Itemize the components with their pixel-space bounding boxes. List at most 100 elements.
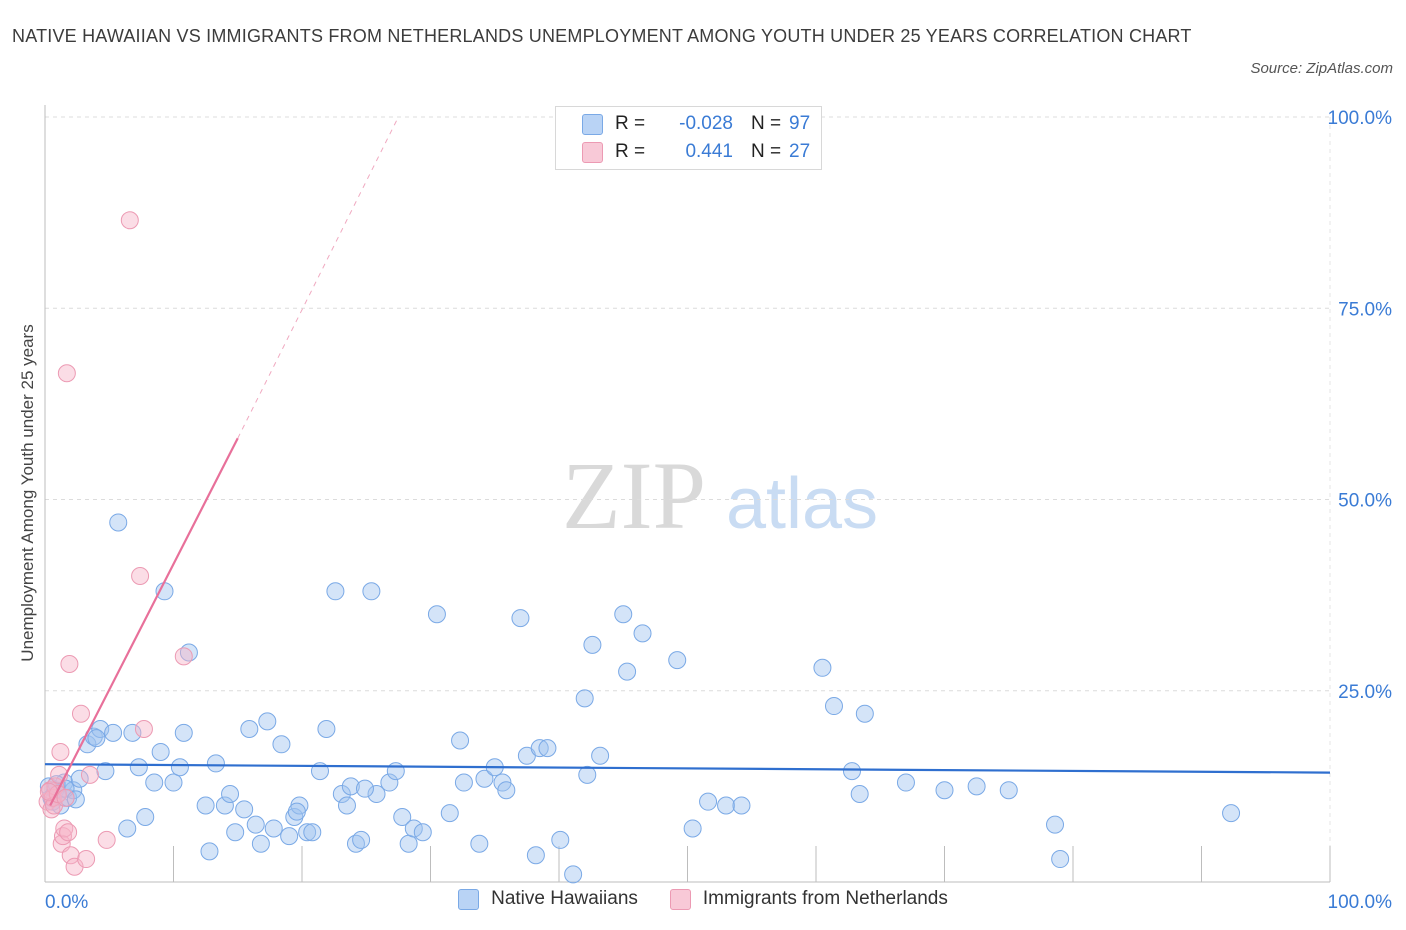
data-point-native-hawaiian [285, 807, 304, 826]
data-point-native-hawaiian [251, 834, 270, 853]
data-point-native-hawaiian [813, 658, 832, 677]
data-point-native-hawaiian [272, 735, 291, 754]
data-point-native-hawaiian [341, 777, 360, 796]
data-point-native-hawaiian [174, 723, 193, 742]
data-point-native-hawaiian [440, 804, 459, 823]
data-point-native-hawaiian [699, 792, 718, 811]
data-point-native-hawaiian [337, 796, 356, 815]
data-point-native-hawaiian [732, 796, 751, 815]
data-point-native-hawaiian [578, 765, 597, 784]
data-point-native-hawaiian [564, 865, 583, 884]
data-point-native-hawaiian [235, 800, 254, 819]
legend-swatch-pink [669, 888, 691, 910]
data-point-native-hawaiian [70, 769, 89, 788]
data-point-netherlands [97, 830, 116, 849]
data-point-netherlands [61, 846, 80, 865]
data-point-native-hawaiian [264, 819, 283, 838]
y-tick-label: 50.0% [1338, 491, 1392, 512]
data-point-native-hawaiian [475, 769, 494, 788]
data-point-native-hawaiian [454, 773, 473, 792]
data-point-native-hawaiian [317, 720, 336, 738]
data-point-native-hawaiian [717, 796, 736, 815]
data-point-native-hawaiian [551, 830, 570, 849]
trend-line-netherlands-extension [237, 116, 399, 439]
legend-label: Immigrants from Netherlands [702, 888, 948, 909]
trend-line-netherlands [49, 437, 239, 807]
legend-item-native-hawaiians[interactable]: Native Hawaiians [458, 888, 638, 910]
data-point-native-hawaiian [298, 823, 317, 842]
data-point-native-hawaiian [164, 773, 183, 792]
data-point-native-hawaiian [824, 697, 843, 716]
data-point-native-hawaiian [583, 635, 602, 654]
legend-r-label: R = [615, 141, 646, 162]
data-point-native-hawaiian [246, 815, 265, 834]
data-point-native-hawaiian [287, 802, 306, 821]
legend-r-value: 0.441 [685, 141, 733, 162]
data-point-native-hawaiian [683, 819, 702, 838]
data-point-native-hawaiian [352, 830, 371, 849]
legend-swatch-blue [458, 888, 480, 910]
data-point-native-hawaiian [618, 662, 637, 681]
data-point-native-hawaiian [151, 742, 170, 761]
data-point-native-hawaiian [614, 605, 633, 624]
legend-r-value: -0.028 [679, 113, 733, 134]
data-point-native-hawaiian [470, 834, 489, 853]
data-point-native-hawaiian [280, 827, 299, 846]
watermark-atlas: atlas [726, 464, 878, 544]
legend-n-label: N = [751, 113, 782, 134]
data-point-native-hawaiian [136, 807, 155, 826]
data-point-netherlands [77, 850, 96, 869]
data-point-native-hawaiian [118, 819, 137, 838]
data-point-native-hawaiian [226, 823, 245, 842]
data-point-native-hawaiian [96, 762, 115, 781]
y-tick-label: 75.0% [1338, 299, 1392, 320]
data-point-native-hawaiian [170, 758, 189, 777]
data-point-native-hawaiian [855, 704, 874, 723]
data-point-netherlands [57, 364, 76, 383]
data-point-native-hawaiian [362, 582, 381, 601]
chart-title: NATIVE HAWAIIAN VS IMMIGRANTS FROM NETHE… [12, 26, 1192, 46]
legend-label: Native Hawaiians [491, 888, 638, 909]
data-point-native-hawaiian [393, 807, 412, 826]
trend-line-native-hawaiians [44, 763, 1331, 774]
legend-swatch-blue [582, 113, 603, 135]
watermark-zip: ZIP [562, 442, 706, 549]
legend-n-value: 97 [789, 113, 811, 134]
data-point-netherlands [51, 742, 70, 761]
series-native-hawaiians [39, 513, 1241, 884]
data-point-native-hawaiian [530, 739, 549, 758]
legend-r-label: R = [615, 113, 646, 134]
data-point-native-hawaiian [129, 758, 148, 777]
data-point-native-hawaiian [633, 624, 652, 643]
data-point-native-hawaiian [87, 729, 106, 748]
data-point-native-hawaiian [303, 823, 322, 842]
data-point-netherlands [120, 211, 139, 230]
data-point-native-hawaiian [967, 777, 986, 796]
data-point-native-hawaiian [1051, 850, 1070, 869]
data-point-netherlands [80, 765, 99, 784]
data-point-native-hawaiian [355, 779, 374, 798]
data-point-netherlands [56, 788, 75, 807]
data-point-native-hawaiian [240, 720, 259, 738]
data-point-native-hawaiian [451, 731, 470, 750]
legend-item-netherlands[interactable]: Immigrants from Netherlands [669, 888, 948, 910]
data-point-native-hawaiian [404, 819, 423, 838]
data-point-native-hawaiian [850, 785, 869, 804]
data-point-native-hawaiian [511, 609, 530, 628]
legend-row-netherlands: R = 0.441 N = 27 [582, 139, 810, 165]
legend-n-label: N = [751, 141, 782, 162]
data-point-native-hawaiian [123, 723, 142, 742]
data-point-native-hawaiian [842, 762, 861, 781]
data-point-native-hawaiian [1222, 804, 1241, 823]
series-netherlands [38, 211, 193, 876]
legend-n-value: 27 [789, 141, 811, 162]
data-point-native-hawaiian [196, 796, 215, 815]
data-point-native-hawaiian [380, 773, 399, 792]
data-point-netherlands [71, 704, 90, 723]
data-point-native-hawaiian [258, 712, 277, 731]
data-point-native-hawaiian [145, 773, 164, 792]
data-point-native-hawaiian [575, 689, 594, 708]
data-point-native-hawaiian [221, 785, 240, 804]
data-point-netherlands [60, 654, 79, 673]
